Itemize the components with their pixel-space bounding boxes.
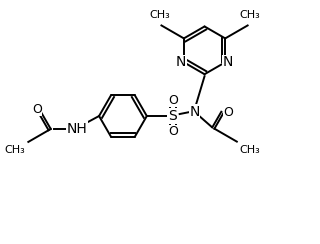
Text: CH₃: CH₃: [4, 145, 25, 155]
Text: CH₃: CH₃: [149, 10, 170, 20]
Text: CH₃: CH₃: [239, 10, 260, 20]
Text: NH: NH: [66, 122, 87, 136]
Text: O: O: [32, 103, 42, 116]
Text: N: N: [176, 55, 186, 69]
Text: O: O: [168, 125, 178, 138]
Text: N: N: [189, 105, 200, 119]
Text: CH₃: CH₃: [240, 145, 260, 155]
Text: O: O: [168, 94, 178, 107]
Text: O: O: [223, 106, 233, 120]
Text: S: S: [168, 109, 177, 123]
Text: N: N: [223, 55, 233, 69]
